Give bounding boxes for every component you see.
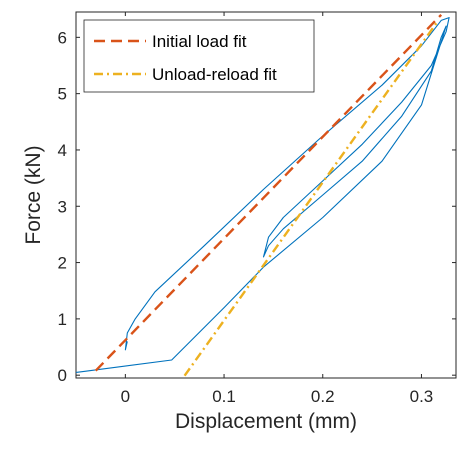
series-line-initial-load-fit [94, 13, 443, 372]
y-tick-label: 4 [58, 141, 67, 160]
legend-label-initial-load-fit: Initial load fit [152, 32, 247, 51]
axis-layer: 0 0.1 0.2 0.3 0 1 2 3 4 5 6 [58, 12, 456, 406]
y-tick-label: 6 [58, 28, 67, 47]
y-tick-label: 0 [58, 366, 67, 385]
y-tick-label: 1 [58, 310, 67, 329]
x-tick-label: 0.1 [212, 387, 236, 406]
series-layer [76, 13, 450, 377]
legend-label-unload-reload-fit: Unload-reload fit [152, 65, 277, 84]
series-line-measured-force-displacement [76, 17, 450, 373]
x-tick-label: 0 [121, 387, 130, 406]
legend-box [83, 19, 315, 93]
y-tick-label: 2 [58, 254, 67, 273]
legend: Initial load fit Unload-reload fit [83, 19, 315, 93]
y-tick-label: 3 [58, 197, 67, 216]
y-axis-title: Force (kN) [22, 145, 45, 244]
x-axis-title: Displacement (mm) [175, 410, 357, 433]
x-tick-label: 0.3 [410, 387, 434, 406]
series-line-unload-reload-fit [183, 22, 438, 377]
x-tick-label: 0.2 [311, 387, 335, 406]
y-tick-label: 5 [58, 85, 67, 104]
